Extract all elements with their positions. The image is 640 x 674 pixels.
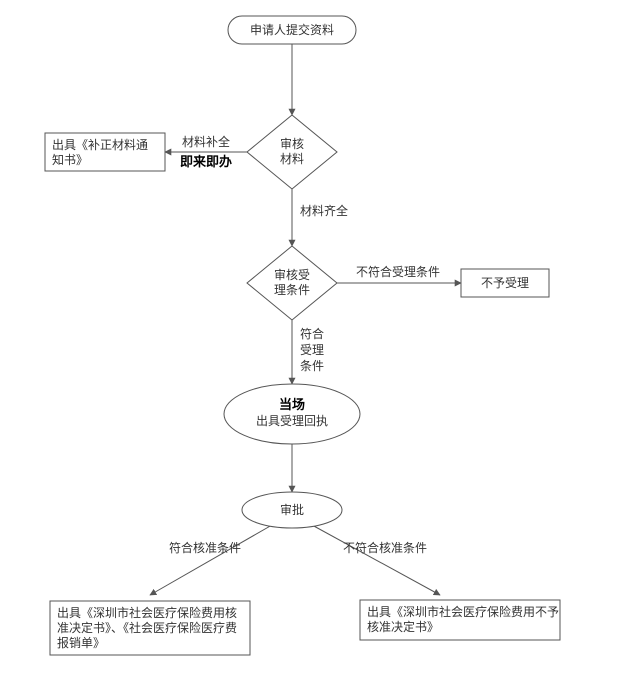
edge-label-supplement: 材料补全 [182, 134, 230, 149]
node-check-accept-l1: 审核受 [274, 267, 310, 282]
edge-label-not-accept: 不符合受理条件 [356, 264, 440, 279]
edge-approve-to-no [312, 525, 440, 595]
edge-label-accept-1: 符合 [300, 326, 324, 341]
node-receipt-bold: 当场 [279, 397, 305, 412]
edge-label-accept-2: 受理 [300, 343, 324, 357]
node-out-no-l2: 核准决定书》 [367, 619, 439, 634]
node-out-yes-l3: 报销单》 [57, 635, 105, 650]
edge-approve-to-yes [150, 525, 272, 595]
edge-label-complete: 材料齐全 [300, 203, 348, 218]
edge-label-approve-yes: 符合核准条件 [169, 540, 241, 555]
node-out-yes-l1: 出具《深圳市社会医疗保险费用核 [57, 605, 237, 620]
node-notice-line1: 出具《补正材料通 [52, 138, 148, 152]
node-start-label: 申请人提交资料 [250, 22, 334, 37]
node-notice-line2: 知书》 [52, 153, 88, 167]
edge-label-immediate: 即来即办 [180, 154, 232, 169]
node-out-yes-l2: 准决定书》、《社会医疗保险医疗费 [57, 620, 237, 635]
node-receipt-label: 出具受理回执 [256, 414, 328, 428]
node-check-accept-l2: 理条件 [274, 283, 310, 297]
node-out-no-l1: 出具《深圳市社会医疗保险费用不予 [367, 604, 559, 619]
node-approve-label: 审批 [280, 502, 304, 517]
node-reject-label: 不予受理 [481, 276, 529, 290]
node-check-material-l2: 材料 [280, 152, 304, 166]
flowchart-canvas: 材料补全 即来即办 材料齐全 不符合受理条件 符合 受理 条件 符合核准条件 不… [0, 0, 640, 674]
edge-label-approve-no: 不符合核准条件 [343, 540, 427, 555]
node-check-material-l1: 审核 [280, 136, 304, 151]
edge-label-accept-3: 条件 [300, 359, 324, 373]
